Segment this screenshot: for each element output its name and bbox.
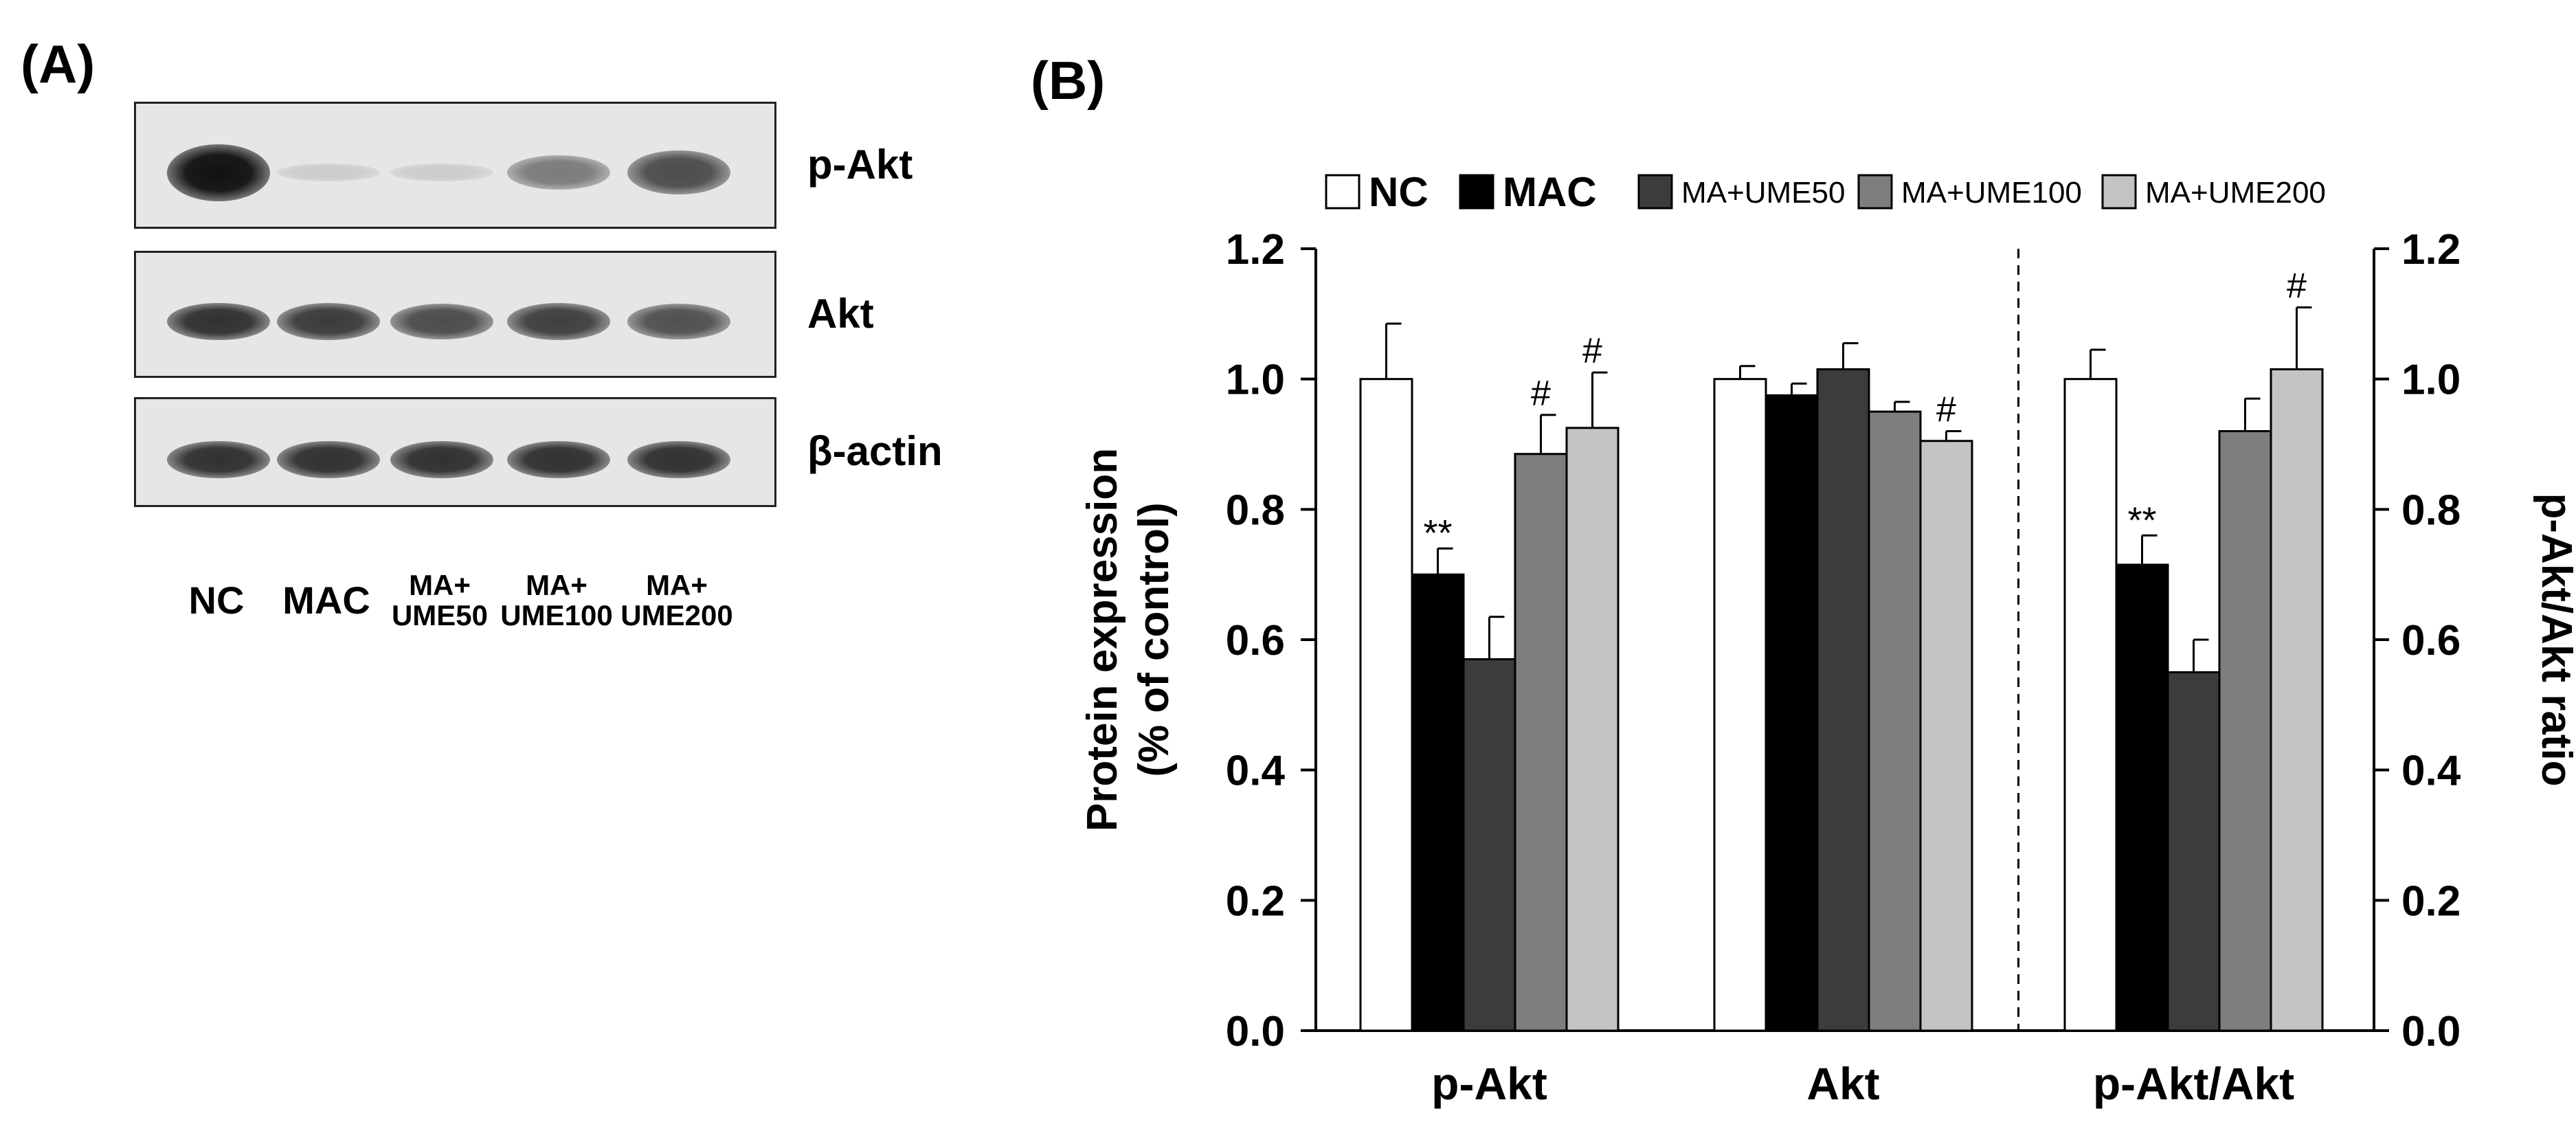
blot-band <box>627 150 730 195</box>
bar <box>1462 658 1516 1032</box>
legend-swatch <box>1459 174 1494 210</box>
bar <box>2115 563 2169 1032</box>
significance-marker: ** <box>1423 513 1452 554</box>
y-tick-label-left: 0.4 <box>1226 748 1286 795</box>
y-axis-title-left: Protein expression <box>1079 448 1126 831</box>
blot-band <box>277 164 380 181</box>
panel-b-letter: (B) <box>1031 50 1106 111</box>
lane-label-line1: NC <box>188 579 245 622</box>
significance-marker: # <box>1582 331 1602 371</box>
bar <box>1713 378 1767 1032</box>
lane-label-line1: MAC <box>282 579 370 622</box>
panel-a-letter: (A) <box>21 34 96 94</box>
bar <box>1359 378 1413 1032</box>
blot-band <box>167 440 270 479</box>
lane-label: MA+ UME200 <box>594 570 759 631</box>
blot-band <box>167 302 270 341</box>
blot-label: Akt <box>807 290 874 337</box>
x-category-label: Akt <box>1806 1058 1879 1109</box>
blot-band <box>507 440 610 479</box>
lane-label-line2: UME200 <box>620 599 733 632</box>
y-tick-label-left: 1.2 <box>1226 226 1285 273</box>
bar <box>1565 427 1620 1032</box>
significance-marker: # <box>2287 266 2307 306</box>
y-tick-label-left: 0.6 <box>1226 617 1285 664</box>
legend-swatch <box>2101 174 2137 210</box>
bar <box>1411 573 1465 1032</box>
legend-label: MA+UME100 <box>1901 176 2082 210</box>
blot-label: β-actin <box>807 428 943 474</box>
lane-label: MA+ UME50 <box>357 570 522 631</box>
x-category-label: p-Akt/Akt <box>2093 1058 2294 1109</box>
blot-strip <box>134 397 776 507</box>
lane-label-line1: MA+ <box>646 569 708 601</box>
legend-label: MA+UME50 <box>1681 176 1845 210</box>
y-tick-label-right: 0.2 <box>2401 877 2461 925</box>
y-axis-title-left-sub: (% of control) <box>1130 502 1178 777</box>
x-category-label: p-Akt <box>1431 1058 1547 1109</box>
blot-band <box>277 303 380 340</box>
bar <box>1765 394 1819 1032</box>
y-tick-label-right: 0.6 <box>2401 617 2461 664</box>
blot-band <box>277 440 380 479</box>
blot-strip <box>134 251 776 378</box>
bar <box>2218 430 2272 1032</box>
bar <box>1514 453 1568 1032</box>
blot-band <box>627 304 730 339</box>
bar <box>1868 410 1922 1032</box>
bar <box>1919 440 1973 1032</box>
y-tick-label-left: 1.0 <box>1226 357 1285 404</box>
blot-band <box>390 164 493 181</box>
blot-label: p-Akt <box>807 141 913 188</box>
legend-swatch <box>1857 174 1893 210</box>
lane-label-line2: UME50 <box>391 599 489 632</box>
blot-band <box>627 440 730 479</box>
legend-swatch <box>1325 174 1360 210</box>
y-tick-label-right: 0.8 <box>2401 486 2461 534</box>
lane-label: NC <box>134 579 299 622</box>
blot-band <box>167 144 270 201</box>
blot-band <box>390 304 493 339</box>
significance-marker: ** <box>2127 500 2156 541</box>
lane-label: MAC <box>244 579 409 622</box>
blot-band <box>507 155 610 190</box>
bar <box>2063 378 2118 1032</box>
y-axis-title-right: p-Akt/Akt ratio <box>2533 493 2576 786</box>
blot-strip <box>134 102 776 229</box>
y-tick-label-right: 1.0 <box>2401 357 2461 404</box>
y-tick-label-left: 0.2 <box>1226 877 1285 925</box>
y-tick-label-right: 0.4 <box>2401 748 2461 795</box>
blot-band <box>390 440 493 479</box>
legend-label: NC <box>1369 169 1429 215</box>
legend-swatch <box>1637 174 1673 210</box>
significance-marker: # <box>1936 390 1956 430</box>
bar <box>2166 671 2221 1032</box>
y-tick-label-right: 1.2 <box>2401 226 2461 273</box>
legend-label: MA+UME200 <box>2145 176 2326 210</box>
bar <box>2270 368 2324 1032</box>
significance-marker: # <box>1531 374 1551 414</box>
lane-label-line2: UME100 <box>500 599 613 632</box>
y-tick-label-left: 0.8 <box>1226 486 1285 534</box>
lane-label-line1: MA+ <box>409 569 471 601</box>
legend-label: MAC <box>1503 169 1597 215</box>
y-tick-label-left: 0.0 <box>1226 1008 1285 1055</box>
lane-label: MA+ UME100 <box>474 570 639 631</box>
lane-label-line1: MA+ <box>526 569 587 601</box>
bar <box>1816 368 1870 1032</box>
blot-band <box>507 303 610 340</box>
y-tick-label-right: 0.0 <box>2401 1008 2461 1055</box>
